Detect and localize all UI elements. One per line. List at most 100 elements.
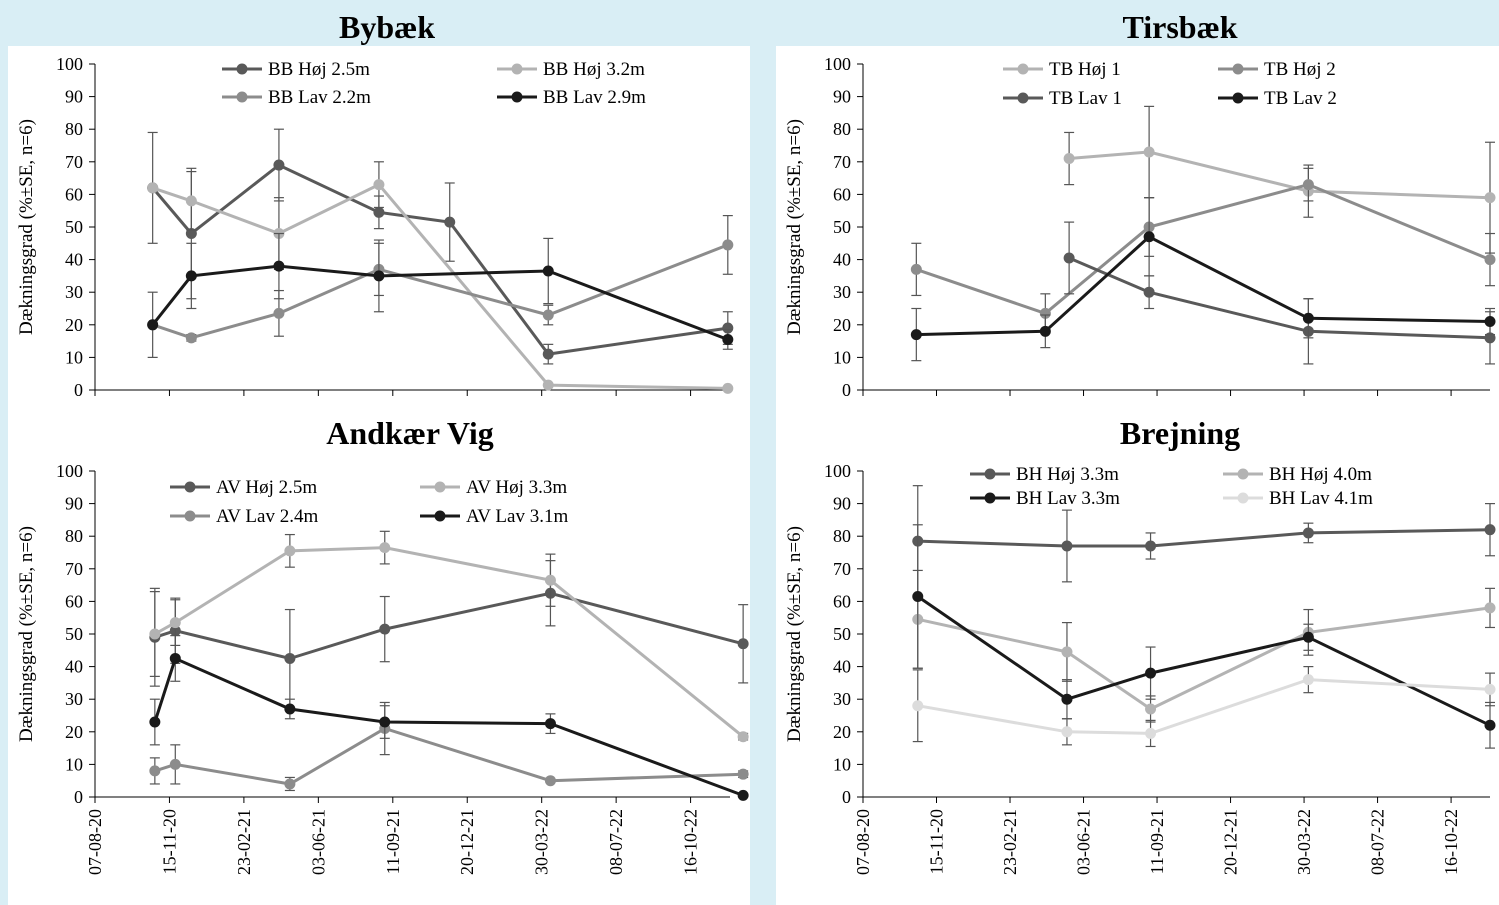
y-tick-label: 0 (74, 787, 83, 807)
x-tick-label: 11-09-21 (383, 809, 403, 874)
series-tb-høj-1 (1063, 105, 1496, 254)
data-point (185, 332, 197, 344)
legend-label: BB Lav 2.9m (543, 87, 646, 108)
data-point (1484, 192, 1496, 204)
legend-label: BB Høj 3.2m (543, 59, 645, 80)
legend-marker (1237, 468, 1249, 480)
series-line (152, 182, 728, 390)
chart-bybaek: Bybæk Dækningsgrad (%±SE, n=6) 0 10 20 30 40 50… (16, 9, 734, 400)
data-point (1063, 252, 1075, 264)
y-tick-label: 100 (56, 54, 83, 74)
legend-label: AV Høj 3.3m (466, 477, 567, 498)
data-point (1484, 524, 1496, 536)
x-tick-label: 08-07-22 (1368, 809, 1388, 875)
y-tick-label: 40 (833, 250, 851, 270)
data-point (147, 182, 159, 194)
legend-marker (1017, 63, 1029, 75)
data-point (1063, 153, 1075, 165)
series-tb-lav-2 (910, 197, 1496, 362)
legend-marker (511, 63, 523, 75)
y-tick-label: 60 (65, 184, 83, 204)
x-tick-label: 15-11-20 (927, 809, 947, 874)
series-av-høj-3-3m (149, 530, 749, 743)
series-bh-lav-4-1m (912, 665, 1496, 748)
legend-marker (1017, 92, 1029, 104)
data-point (379, 542, 391, 554)
x-tick-label: 20-12-21 (1221, 809, 1241, 875)
x-tick-label: 16-10-22 (1441, 809, 1461, 875)
data-point (284, 545, 296, 557)
data-point (1145, 667, 1157, 679)
y-tick-label: 60 (833, 591, 851, 611)
data-point (273, 260, 285, 272)
data-point (1143, 231, 1155, 243)
data-point (544, 718, 556, 730)
data-point (1061, 693, 1073, 705)
legend-marker (184, 481, 196, 493)
y-tick-label: 30 (65, 689, 83, 709)
legend-label: AV Høj 2.5m (216, 477, 317, 498)
panel-bg-brejning (776, 408, 1499, 905)
x-tick-label: 03-06-21 (308, 809, 328, 875)
y-tick-label: 90 (833, 494, 851, 514)
chart-andkaer-vig: Andkær Vig Dækningsgrad (%±SE, n=6) 0 10 20 3… (16, 415, 749, 875)
data-point (1484, 719, 1496, 731)
data-point (169, 652, 181, 664)
data-point (185, 270, 197, 282)
chart-title: Andkær Vig (326, 415, 493, 451)
chart-title: Bybæk (339, 9, 435, 45)
data-point (737, 731, 749, 743)
legend-label: TB Lav 2 (1264, 88, 1337, 109)
data-point (1143, 146, 1155, 158)
y-tick-label: 70 (65, 152, 83, 172)
panel-bg-tirsbaek (776, 46, 1499, 408)
data-point (1302, 179, 1314, 191)
legend-marker (1237, 492, 1249, 504)
y-tick-label: 20 (833, 722, 851, 742)
legend-label: TB Høj 2 (1264, 59, 1336, 80)
chart-tirsbaek: Tirsbæk Dækningsgrad (%±SE, n=6) 0 10 20 30 40… (784, 9, 1496, 400)
data-point (1302, 527, 1314, 539)
data-point (1145, 540, 1157, 552)
y-tick-label: 80 (833, 119, 851, 139)
y-tick-label: 30 (833, 689, 851, 709)
legend-label: BH Lav 4.1m (1269, 488, 1373, 509)
data-point (444, 216, 456, 228)
x-tick-label: 16-10-22 (681, 809, 701, 875)
data-point (1302, 674, 1314, 686)
y-tick-label: 70 (833, 152, 851, 172)
data-point (169, 617, 181, 629)
legend-marker (1232, 63, 1244, 75)
data-point (149, 716, 161, 728)
y-tick-label: 40 (65, 250, 83, 270)
x-tick-label: 30-03-22 (532, 809, 552, 875)
y-tick-label: 90 (65, 494, 83, 514)
legend-marker (984, 468, 996, 480)
data-point (1145, 727, 1157, 739)
data-point (1484, 316, 1496, 328)
data-point (544, 574, 556, 586)
series-bb-lav-2-9m (147, 232, 734, 358)
y-tick-label: 0 (842, 380, 851, 400)
data-point (379, 716, 391, 728)
data-point (912, 591, 924, 603)
data-point (544, 775, 556, 787)
y-tick-label: 50 (833, 624, 851, 644)
data-point (1484, 602, 1496, 614)
legend-label: TB Høj 1 (1049, 59, 1121, 80)
data-point (542, 265, 554, 277)
y-tick-label: 90 (65, 87, 83, 107)
x-tick-label: 20-12-21 (457, 809, 477, 875)
y-tick-label: 70 (65, 559, 83, 579)
data-point (379, 623, 391, 635)
legend-marker (236, 63, 248, 75)
legend-label: TB Lav 1 (1049, 88, 1122, 109)
y-tick-label: 30 (833, 282, 851, 302)
series-line (152, 243, 729, 340)
data-point (147, 319, 159, 331)
y-tick-label: 70 (833, 559, 851, 579)
x-tick-label: 07-08-20 (853, 809, 873, 875)
legend-marker (236, 91, 248, 103)
y-axis-label: Dækningsgrad (%±SE, n=6) (784, 119, 805, 335)
data-point (1061, 646, 1073, 658)
